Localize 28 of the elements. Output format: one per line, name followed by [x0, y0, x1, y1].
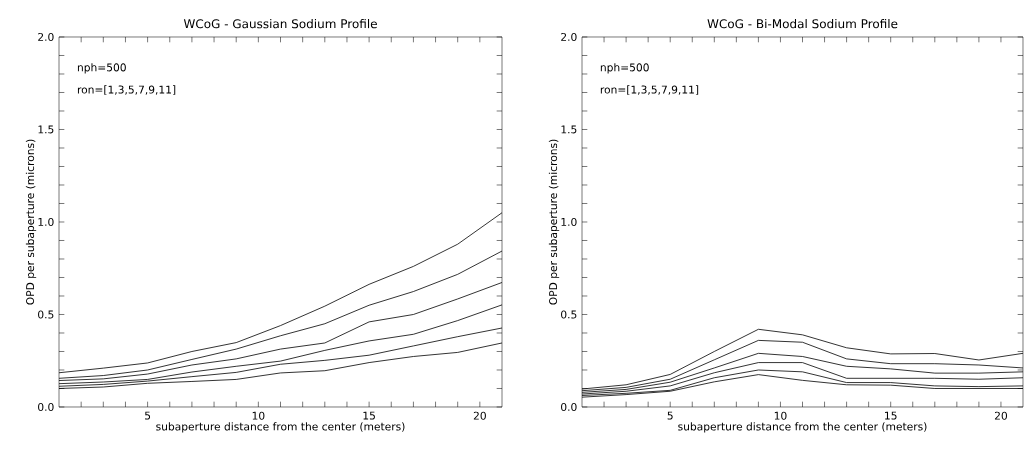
- y-tick-label: 2.0: [561, 32, 577, 42]
- x-tick-label: 10: [774, 411, 787, 420]
- x-tick-label: 15: [885, 411, 897, 420]
- y-tick-label: 0.5: [38, 310, 54, 319]
- y-tick-label: 0.0: [561, 402, 577, 412]
- chart-title: WCoG - Bi-Modal Sodium Profile: [707, 18, 898, 29]
- y-tick-label: 1.5: [38, 125, 54, 134]
- annotation: ron=[1,3,5,7,9,11]: [600, 85, 699, 95]
- y-tick-label: 1.5: [561, 125, 577, 134]
- x-axis-title: subaperture distance from the center (meters): [156, 422, 405, 433]
- y-tick-label: 0.0: [38, 402, 54, 412]
- chart-title: WCoG - Gaussian Sodium Profile: [183, 18, 377, 29]
- y-tick-label: 0.5: [561, 310, 577, 319]
- annotation: nph=500: [77, 63, 126, 74]
- x-tick-label: 10: [252, 411, 265, 420]
- annotation: nph=500: [600, 63, 649, 74]
- x-tick-label: 15: [363, 411, 375, 420]
- y-axis-title: OPD per subaperture (microns): [548, 139, 560, 305]
- y-tick-label: 2.0: [38, 32, 54, 42]
- x-tick-label: 20: [473, 411, 486, 420]
- x-axis-title: subaperture distance from the center (meters): [678, 422, 927, 433]
- y-axis-title: OPD per subaperture (microns): [25, 139, 37, 305]
- x-tick-label: 5: [667, 411, 673, 420]
- y-tick-label: 1.0: [561, 217, 577, 227]
- x-tick-label: 20: [994, 411, 1008, 420]
- x-tick-label: 5: [145, 411, 151, 420]
- annotation: ron=[1,3,5,7,9,11]: [77, 85, 176, 95]
- y-tick-label: 1.0: [38, 217, 54, 227]
